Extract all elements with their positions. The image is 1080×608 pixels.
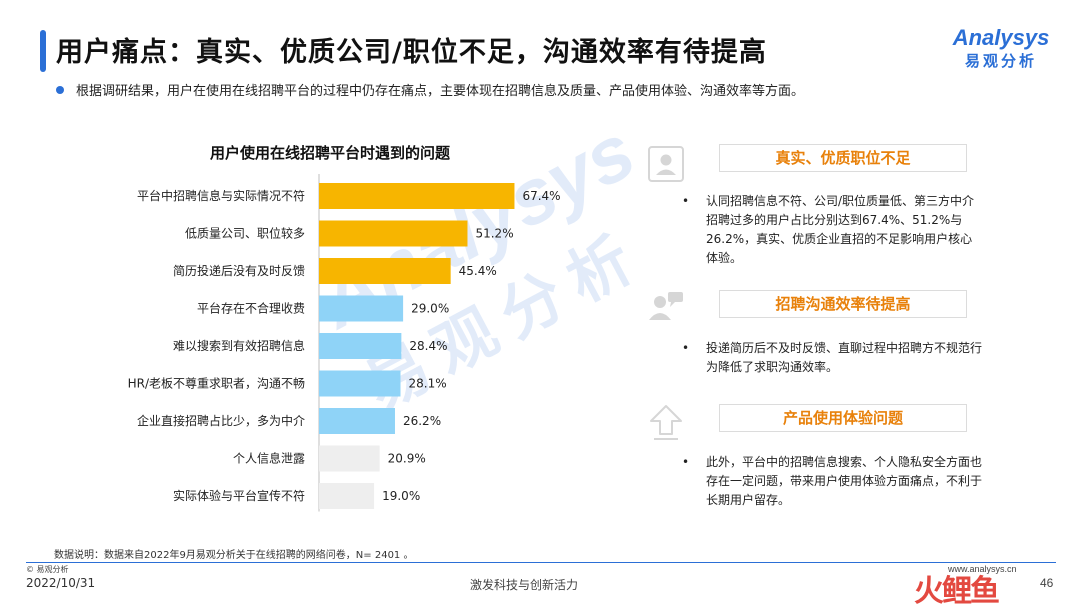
intro-text: 根据调研结果，用户在使用在线招聘平台的过程中仍存在痛点，主要体现在招聘信息及质量… [76, 84, 805, 99]
value-label: 29.0% [411, 302, 449, 316]
report-date: 2022/10/31 [26, 576, 96, 590]
card-heading-product-experience: 产品使用体验问题 [719, 404, 967, 432]
bar [319, 333, 402, 359]
bar-chart: 平台中招聘信息与实际情况不符 67.4% 低质量公司、职位较多 51.2% 简历投递后没… [128, 174, 561, 512]
chart-title: 用户使用在线招聘平台时遇到的问题 [210, 144, 451, 162]
analysys-logo: Analysys 易观分析 [946, 26, 1056, 71]
category-label: 低质量公司、职位较多 [185, 226, 305, 241]
card-text-product-experience: • 此外，平台中的招聘信息搜索、个人隐私安全方面也存在一定问题，带来用户使用体验… [682, 453, 982, 510]
id-card-icon [648, 146, 684, 182]
value-label: 67.4% [522, 189, 560, 203]
card-text-communication: • 投递简历后不及时反馈、直聊过程中招聘方不规范行为降低了求职沟通效率。 [682, 339, 982, 377]
logo-chinese-name: 易观分析 [964, 52, 1037, 70]
footer-divider [26, 562, 1056, 563]
page-title: 用户痛点：真实、优质公司/职位不足，沟通效率有待提高 [56, 37, 767, 68]
category-label: 平台中招聘信息与实际情况不符 [137, 188, 305, 203]
value-label: 20.9% [388, 452, 426, 466]
bar [319, 183, 515, 209]
value-label: 19.0% [382, 489, 420, 503]
card-bullet: • [682, 455, 690, 469]
bar [319, 295, 404, 322]
title-accent-bar [40, 30, 46, 72]
category-label: 实际体验与平台宣传不符 [173, 488, 305, 503]
card-body: 认同招聘信息不符、公司/职位质量低、第三方中介招聘过多的用户占比分别达到67.4… [706, 194, 975, 265]
category-label: 难以搜索到有效招聘信息 [173, 338, 305, 353]
logo-wordmark: Analysys [952, 25, 1050, 50]
category-label: HR/老板不尊重求职者，沟通不畅 [128, 376, 305, 391]
category-label: 简历投递后没有及时反馈 [173, 263, 305, 278]
bar [319, 370, 401, 397]
upload-arrow-icon [650, 405, 682, 440]
copyright: © 易观分析 [26, 565, 69, 574]
value-label: 51.2% [475, 227, 513, 241]
intro-line: 根据调研结果，用户在使用在线招聘平台的过程中仍存在痛点，主要体现在招聘信息及质量… [56, 80, 804, 99]
card-bullet: • [682, 194, 690, 208]
category-label: 平台存在不合理收费 [197, 301, 305, 316]
card-text-authentic-jobs: • 认同招聘信息不符、公司/职位质量低、第三方中介招聘过多的用户占比分别达到67… [682, 192, 982, 268]
value-label: 28.4% [409, 339, 447, 353]
brand-mark-logo: 火鲤鱼 [914, 574, 1000, 608]
footer-slogan: 激发科技与创新活力 [470, 578, 579, 592]
bar [319, 220, 468, 247]
category-label: 企业直接招聘占比少，多为中介 [137, 413, 305, 428]
intro-bullet-icon [56, 85, 64, 94]
people-chat-icon [649, 292, 683, 320]
value-label: 26.2% [403, 414, 441, 428]
bar [319, 258, 451, 284]
card-bullet: • [682, 341, 690, 355]
bar [319, 445, 380, 472]
data-source-note: 数据说明：数据来自2022年9月易观分析关于在线招聘的网络问卷，N= 2401 … [54, 550, 414, 561]
card-heading-authentic-jobs: 真实、优质职位不足 [719, 144, 967, 172]
value-label: 28.1% [408, 377, 446, 391]
category-label: 个人信息泄露 [233, 451, 305, 466]
bar [319, 408, 395, 434]
card-heading-communication: 招聘沟通效率待提高 [719, 290, 967, 318]
page-number: 46 [1040, 576, 1054, 590]
value-label: 45.4% [459, 264, 497, 278]
bar [319, 483, 375, 509]
card-body: 投递简历后不及时反馈、直聊过程中招聘方不规范行为降低了求职沟通效率。 [706, 341, 983, 374]
card-body: 此外，平台中的招聘信息搜索、个人隐私安全方面也存在一定问题，带来用户使用体验方面… [706, 455, 983, 507]
website-url: www.analysys.cn [948, 564, 1017, 574]
